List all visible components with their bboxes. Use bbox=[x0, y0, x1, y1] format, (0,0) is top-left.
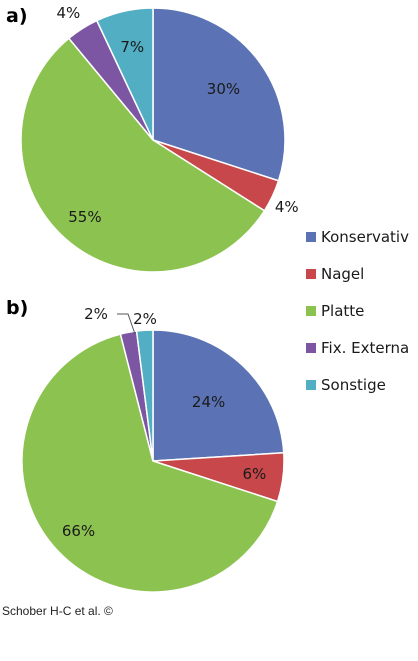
pie-b-slice-sonstige bbox=[135, 329, 154, 462]
legend: Konservativ Nagel Platte Fix. Externa Sonsti… bbox=[306, 228, 409, 394]
pie-a-value-label: 7% bbox=[120, 38, 144, 56]
pie-b-value-label: 2% bbox=[133, 310, 157, 328]
legend-swatch bbox=[306, 269, 316, 279]
pie-b-value-label: 6% bbox=[242, 465, 266, 483]
legend-swatch bbox=[306, 343, 316, 353]
legend-swatch bbox=[306, 380, 316, 390]
pie-a-value-label: 4% bbox=[56, 4, 80, 22]
pie-b-slice-konservativ bbox=[152, 329, 285, 462]
pie-b-value-label: 24% bbox=[192, 393, 225, 411]
legend-entry-label: Fix. Externa bbox=[321, 339, 409, 357]
pie-a-value-label: 55% bbox=[68, 208, 101, 226]
legend-swatch bbox=[306, 232, 316, 242]
pie-b-slice-platte bbox=[21, 333, 279, 593]
pie-b-value-label: 66% bbox=[62, 522, 95, 540]
pie-a-slice-konservativ bbox=[152, 7, 286, 182]
pie-a-value-label: 30% bbox=[207, 80, 240, 98]
pie-a-slice-platte bbox=[20, 37, 266, 273]
panel-label-b: b) bbox=[6, 297, 28, 319]
panel-label-a: a) bbox=[6, 5, 28, 27]
legend-entry-label: Konservativ bbox=[321, 228, 409, 246]
legend-swatch bbox=[306, 306, 316, 316]
credit-text: Schober H-C et al. © bbox=[2, 604, 113, 618]
pie-b-value-label: 2% bbox=[84, 305, 108, 323]
pie-a-slice-sonstige bbox=[95, 7, 154, 141]
pie-a-value-label: 4% bbox=[275, 198, 299, 216]
legend-entry-label: Platte bbox=[321, 302, 364, 320]
pie-chart-b: 24% 6% 66% 2% 2% bbox=[21, 305, 285, 593]
legend-entry-label: Nagel bbox=[321, 265, 364, 283]
leader-line bbox=[117, 313, 136, 335]
legend-entry-label: Sonstige bbox=[321, 376, 386, 394]
pie-chart-a: 30% 4% 55% 4% 7% bbox=[20, 4, 299, 273]
